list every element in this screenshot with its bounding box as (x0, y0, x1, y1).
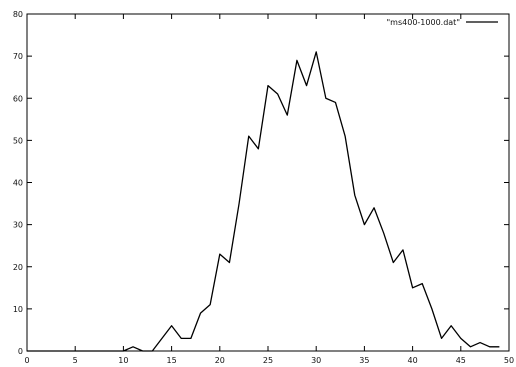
x-tick-label: 35 (359, 356, 369, 365)
plot-frame (26, 13, 510, 352)
y-tick-label: 50 (13, 136, 23, 145)
series-layer (27, 51, 500, 352)
x-tick-label: 15 (167, 356, 177, 365)
y-tick-label: 0 (18, 347, 23, 356)
x-tick-label: 0 (24, 356, 29, 365)
axis-tick-labels: 0 5 10 15 20 25 30 35 40 45 50 0 10 20 30 40 50 60 70 80 (13, 10, 514, 365)
x-tick-label: 25 (263, 356, 273, 365)
legend: "ms400-1000.dat" (387, 18, 498, 27)
y-tick-label: 10 (13, 305, 23, 314)
x-tick-label: 20 (215, 356, 225, 365)
x-tick-label: 40 (408, 356, 418, 365)
y-tick-label: 20 (13, 263, 23, 272)
x-tick-label: 45 (456, 356, 466, 365)
y-tick-label: 40 (13, 179, 23, 188)
y-tick-label: 30 (13, 221, 23, 230)
legend-label: "ms400-1000.dat" (387, 18, 461, 27)
x-tick-label: 30 (311, 356, 321, 365)
x-tick-label: 10 (118, 356, 128, 365)
y-tick-label: 80 (13, 10, 23, 19)
y-tick-label: 60 (13, 94, 23, 103)
x-tick-label: 50 (504, 356, 514, 365)
axis-ticks (26, 13, 510, 352)
x-tick-label: 5 (73, 356, 78, 365)
y-tick-label: 70 (13, 52, 23, 61)
series-line (27, 51, 500, 352)
